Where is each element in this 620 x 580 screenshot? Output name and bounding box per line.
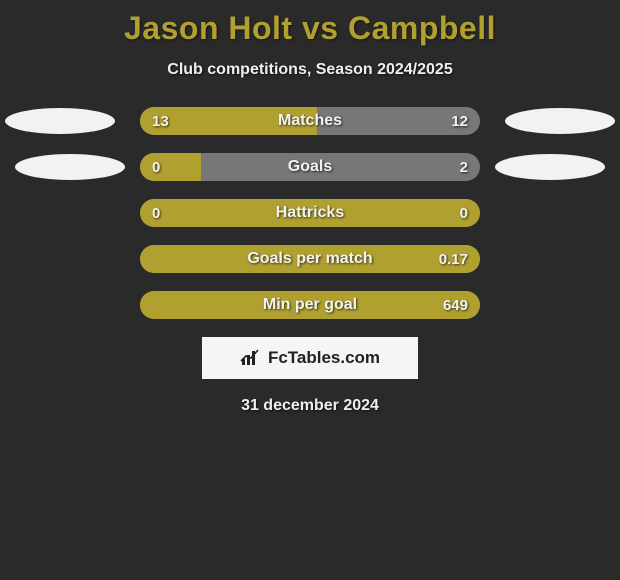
footer-date: 31 december 2024	[0, 397, 620, 415]
stat-bar: Hattricks00	[140, 199, 480, 227]
source-logo: FcTables.com	[202, 337, 418, 379]
subtitle: Club competitions, Season 2024/2025	[0, 61, 620, 79]
bar-fill-left	[140, 245, 480, 273]
player-badge-left	[15, 154, 125, 180]
page-title: Jason Holt vs Campbell	[0, 0, 620, 47]
stat-bar: Goals02	[140, 153, 480, 181]
comparison-chart: Jason Holt vs Campbell Club competitions…	[0, 0, 620, 415]
stat-bar: Matches1312	[140, 107, 480, 135]
stat-bar: Min per goal649	[140, 291, 480, 319]
bar-fill-left	[140, 153, 201, 181]
player-badge-right	[495, 154, 605, 180]
stat-row: Goals per match0.17	[0, 245, 620, 273]
bar-fill-left	[140, 199, 480, 227]
logo-text: FcTables.com	[268, 348, 380, 368]
stat-bar: Goals per match0.17	[140, 245, 480, 273]
bar-fill-left	[140, 291, 480, 319]
stat-row: Goals02	[0, 153, 620, 181]
stats-list: Matches1312 Goals02 Hattricks00 Goals per m…	[0, 107, 620, 319]
stat-row: Matches1312	[0, 107, 620, 135]
player-badge-left	[5, 108, 115, 134]
stat-value-right: 2	[448, 153, 480, 181]
player-badge-right	[505, 108, 615, 134]
bar-fill-left	[140, 107, 317, 135]
stat-row: Min per goal649	[0, 291, 620, 319]
stat-row: Hattricks00	[0, 199, 620, 227]
stat-value-right: 12	[439, 107, 480, 135]
chart-icon	[240, 349, 262, 367]
